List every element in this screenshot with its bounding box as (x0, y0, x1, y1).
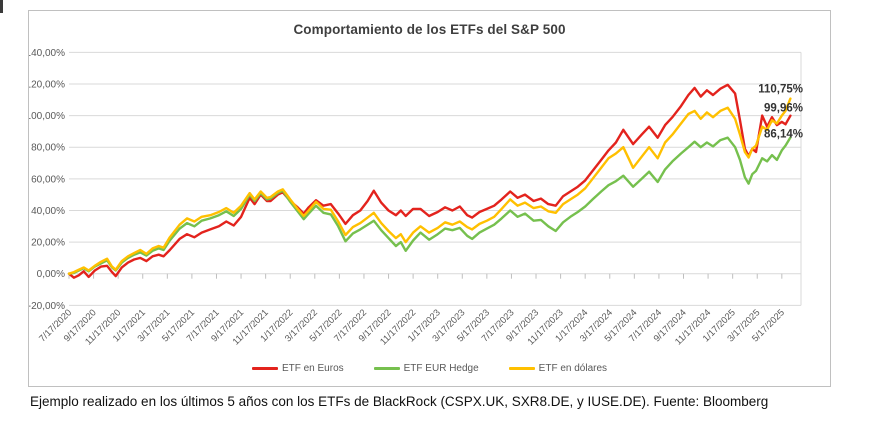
legend-swatch-etf-en-d-lares (508, 367, 535, 370)
y-tick-label: 40,00% (31, 206, 65, 217)
y-tick-label: 120,00% (29, 79, 65, 90)
series-line-etf-eur-hedge (67, 136, 792, 275)
text-cursor-artifact (0, 0, 3, 13)
chart-caption: Ejemplo realizado en los últimos 5 años … (30, 394, 769, 409)
series-line-etf-en-euros (67, 83, 792, 279)
y-tick-label: 0,00% (37, 269, 65, 280)
chart-plot: 140,00% 120,00% 100,00% 80,00% 60,00% 40,00% 2… (29, 48, 803, 347)
data-annotations: 110,75% 99,96% 86,14% (758, 84, 803, 141)
y-tick-label: 80,00% (31, 143, 65, 154)
legend-item-etf-en-d-lares: ETF en dólares (508, 363, 608, 374)
annotation-label: 86,14% (764, 129, 803, 141)
chart-card: Comportamiento de los ETFs del S&P 500 1… (28, 10, 831, 387)
legend-label-etf-en-euros: ETF en Euros (281, 363, 344, 374)
y-tick-label: 140,00% (29, 48, 65, 59)
series-line-etf-en-d-lares (67, 97, 792, 275)
y-tick-label: -20,00% (29, 301, 65, 312)
legend-label-etf-eur-hedge: ETF EUR Hedge (403, 363, 479, 374)
y-tick-label: 60,00% (31, 174, 65, 185)
legend-swatch-etf-eur-hedge (373, 367, 400, 370)
legend-label-etf-en-d-lares: ETF en dólares (538, 363, 608, 374)
y-tick-label: 100,00% (29, 111, 65, 122)
annotation-label: 99,96% (764, 103, 803, 115)
legend-item-etf-eur-hedge: ETF EUR Hedge (373, 363, 479, 374)
y-axis-labels: 140,00% 120,00% 100,00% 80,00% 60,00% 40,00% 2… (29, 48, 65, 312)
legend-swatch-etf-en-euros (251, 367, 278, 370)
x-tick-marks (68, 273, 783, 279)
annotation-label: 110,75% (758, 84, 803, 96)
chart-legend: ETF en Euros ETF EUR Hedge ETF en dólares (29, 363, 830, 374)
series-lines (67, 83, 792, 279)
chart-title: Comportamiento de los ETFs del S&P 500 (293, 22, 566, 37)
legend-item-etf-en-euros: ETF en Euros (251, 363, 344, 374)
y-gridlines (69, 51, 801, 306)
x-axis-labels: 7/17/20209/17/202011/17/20201/17/20213/1… (37, 307, 786, 346)
y-tick-label: 20,00% (31, 238, 65, 249)
